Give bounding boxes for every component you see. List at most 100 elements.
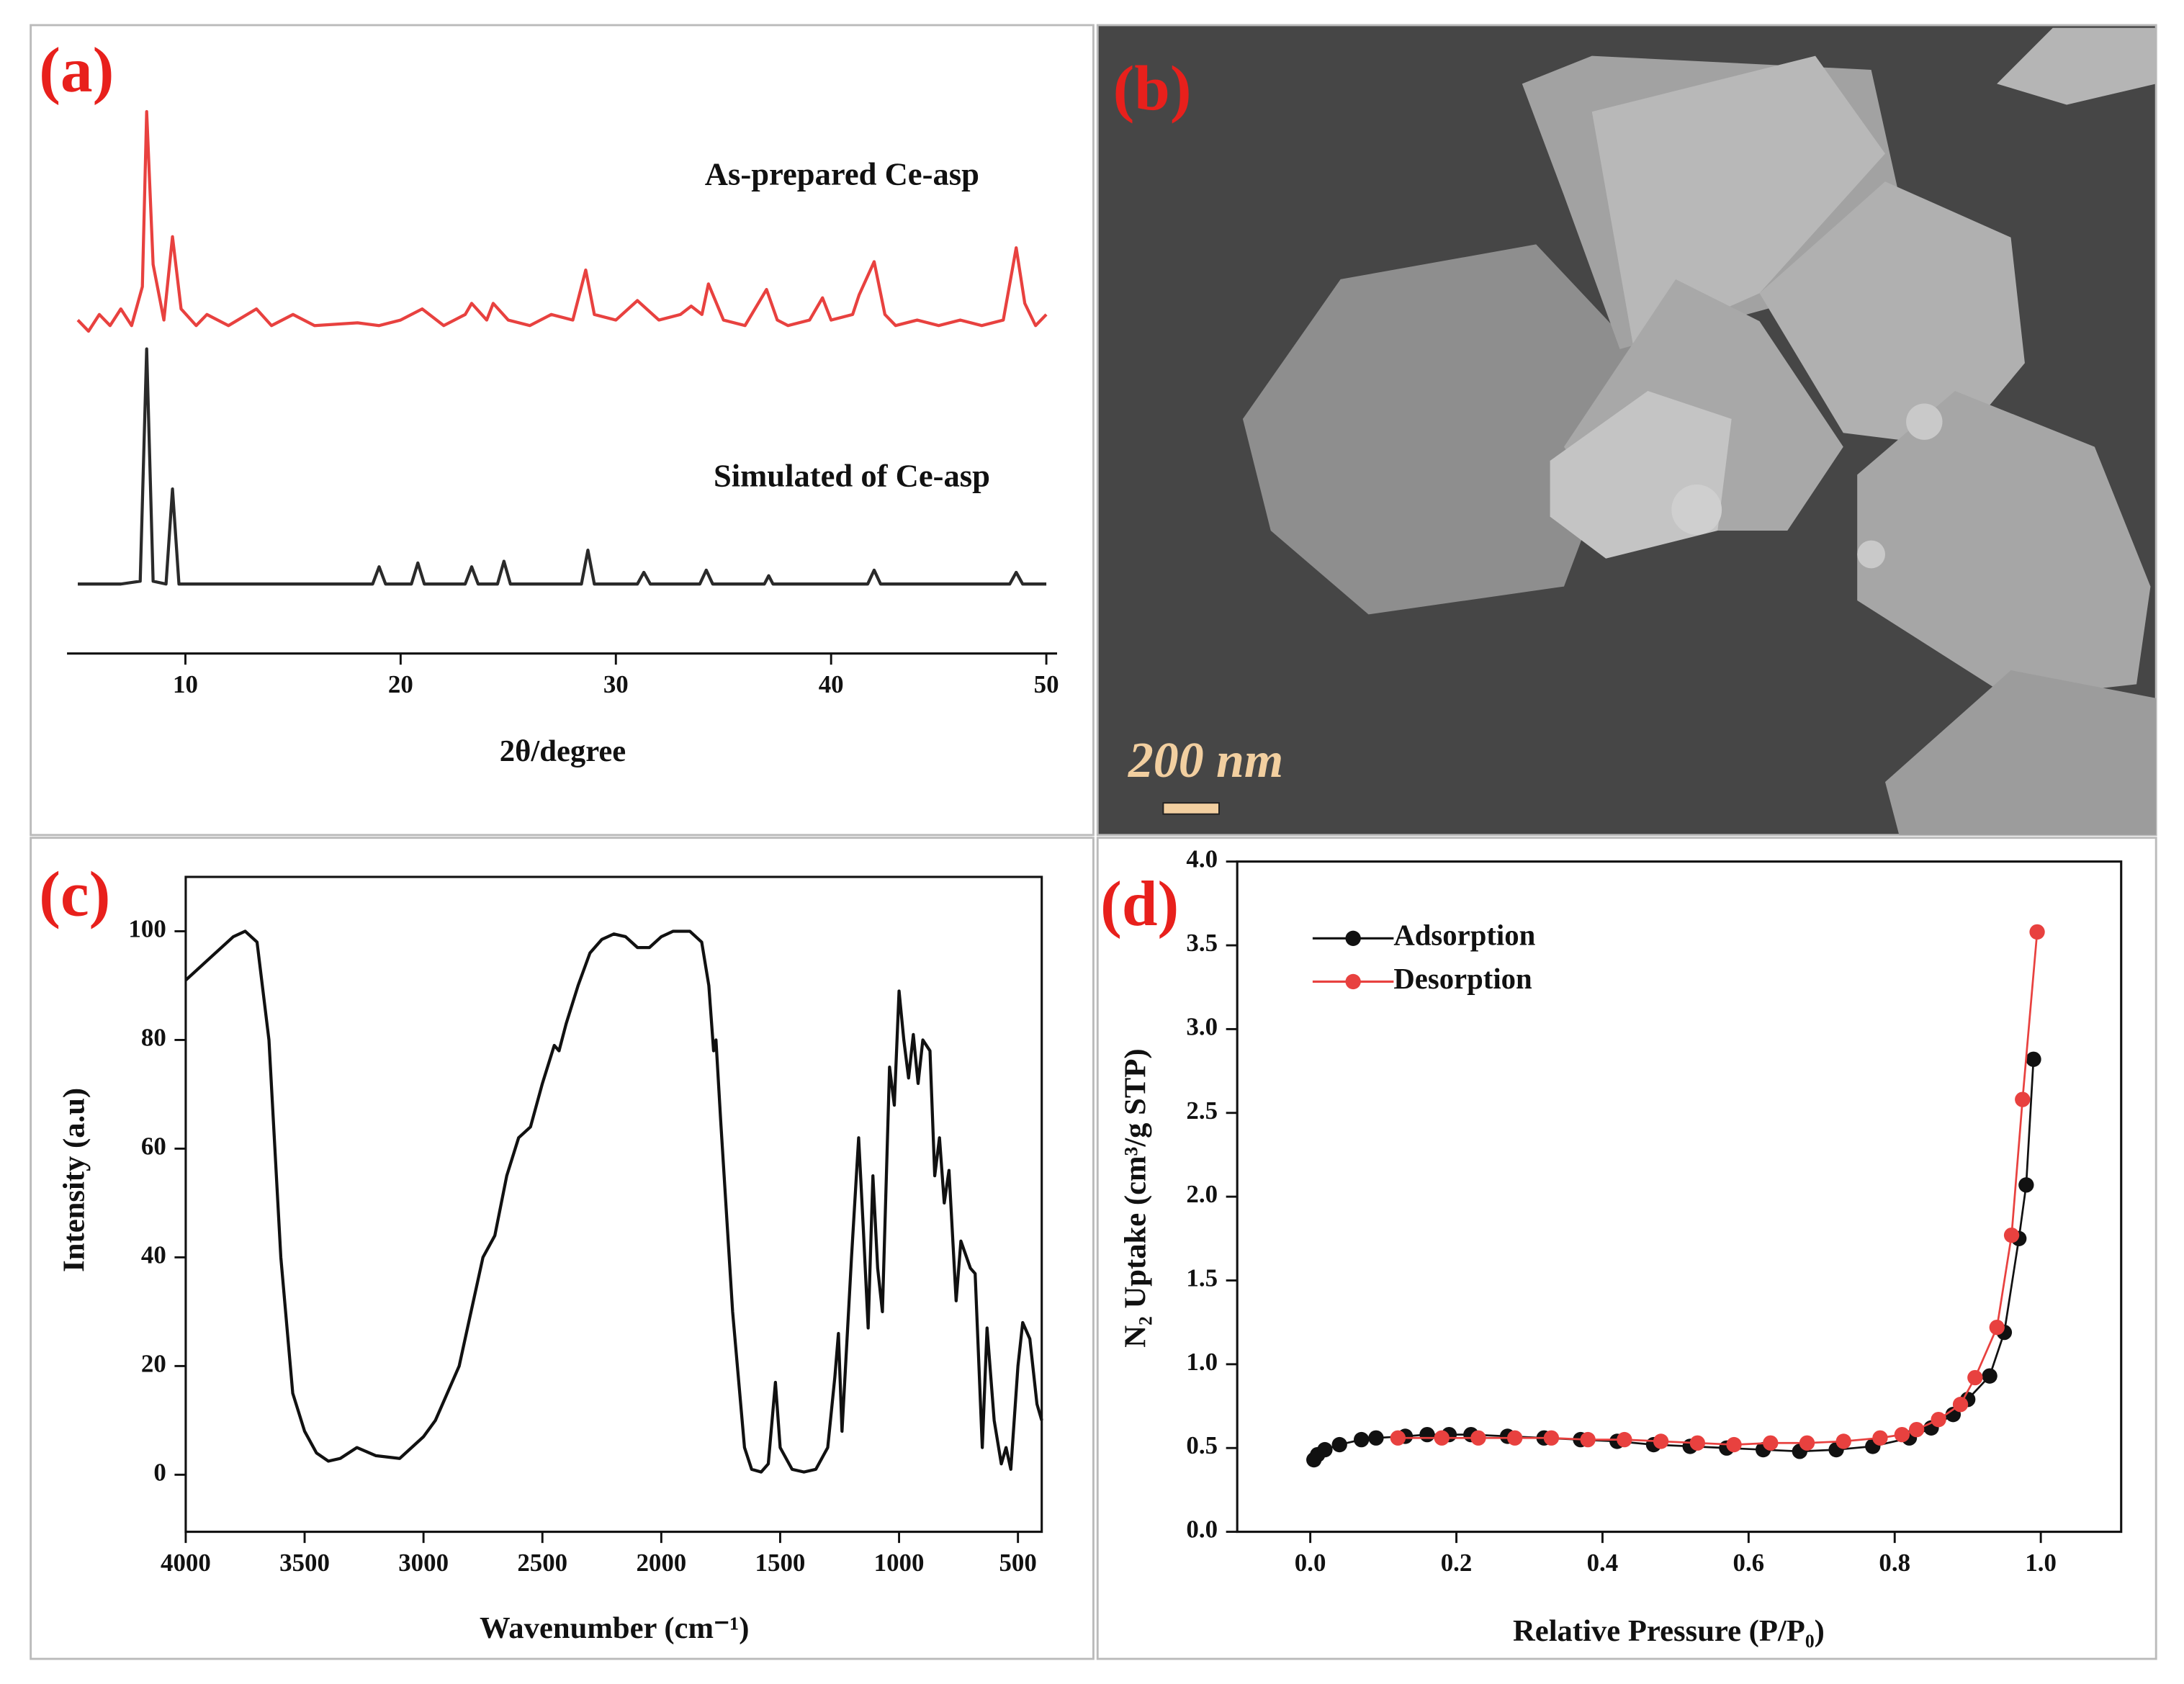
panel-label: (c) — [39, 859, 110, 929]
y-tick-label: 1.0 — [1186, 1348, 1218, 1376]
x-tick-label: 0.6 — [1733, 1549, 1765, 1577]
data-point — [2015, 1091, 2031, 1107]
y-tick-label: 20 — [141, 1349, 166, 1377]
y-tick-label: 2.5 — [1186, 1097, 1218, 1125]
series-line — [76, 109, 1048, 333]
x-tick-label: 3500 — [279, 1549, 330, 1577]
x-tick-label: 30 — [603, 670, 629, 698]
scale-bar — [1162, 802, 1220, 815]
x-tick-label: 50 — [1034, 670, 1059, 698]
y-tick-label: 3.0 — [1186, 1012, 1218, 1040]
data-point — [2026, 1051, 2041, 1067]
x-tick-label: 500 — [999, 1549, 1036, 1577]
data-point — [1952, 1397, 1969, 1413]
y-tick-label: 0 — [153, 1458, 166, 1486]
panel-label: (b) — [1113, 53, 1192, 124]
scale-bar-label: 200 nm — [1128, 733, 1283, 788]
x-axis-label: Relative Pressure (P/P₀) — [1513, 1614, 1825, 1648]
panel-c-box — [30, 837, 1095, 1660]
crystal — [1242, 244, 1648, 615]
data-point — [1470, 1430, 1486, 1446]
y-tick-label: 40 — [141, 1241, 166, 1269]
data-point — [1507, 1430, 1523, 1446]
data-point — [1982, 1368, 1997, 1384]
particle — [1906, 403, 1943, 440]
y-tick-label: 100 — [128, 914, 166, 942]
y-tick-label: 80 — [141, 1023, 166, 1051]
data-point — [2003, 1227, 2020, 1243]
panel-d-box — [1096, 837, 2157, 1660]
legend-marker — [1345, 930, 1361, 946]
y-axis-label: Intensity (a.u) — [57, 1088, 91, 1272]
data-point — [1419, 1426, 1435, 1443]
y-tick-label: 1.5 — [1186, 1264, 1218, 1292]
x-axis-label: 2θ/degree — [500, 734, 626, 768]
data-point — [1368, 1430, 1384, 1446]
data-point — [1331, 1436, 1347, 1453]
annotation: Simulated of Ce-asp — [714, 457, 990, 493]
data-point — [1434, 1430, 1450, 1446]
legend-marker — [1345, 973, 1361, 990]
data-point — [1317, 1441, 1333, 1458]
data-point — [1390, 1430, 1406, 1446]
x-tick-label: 40 — [819, 670, 844, 698]
x-tick-label: 1000 — [874, 1549, 925, 1577]
series-line — [184, 929, 1043, 1474]
x-tick-label: 20 — [388, 670, 413, 698]
y-axis-label: N₂ Uptake (cm³/g STP) — [1118, 1048, 1152, 1347]
data-point — [1835, 1433, 1851, 1449]
data-point — [1967, 1369, 1983, 1386]
plot-frame — [184, 875, 1043, 1534]
data-point — [1543, 1430, 1560, 1446]
y-tick-label: 0.0 — [1186, 1516, 1218, 1544]
data-point — [1653, 1433, 1669, 1449]
crystal — [1857, 391, 2151, 698]
legend-label: Adsorption — [1393, 919, 1535, 952]
x-tick-label: 4000 — [161, 1549, 211, 1577]
particle — [1671, 484, 1722, 535]
data-point — [1909, 1421, 1925, 1438]
panel-a-box — [30, 24, 1095, 837]
data-point — [1353, 1431, 1370, 1448]
series-line — [78, 347, 1047, 586]
annotation: As-prepared Ce-asp — [705, 156, 979, 192]
x-tick-label: 10 — [173, 670, 198, 698]
x-tick-label: 0.0 — [1295, 1549, 1326, 1577]
legend-label: Desorption — [1393, 963, 1532, 995]
y-tick-label: 0.5 — [1186, 1431, 1218, 1459]
crystal — [1884, 670, 2157, 835]
data-point — [1580, 1431, 1596, 1448]
x-tick-label: 3000 — [398, 1549, 449, 1577]
x-tick-label: 1.0 — [2025, 1549, 2057, 1577]
sem-image: 200 nm — [1096, 24, 2157, 837]
data-point — [2029, 924, 2045, 940]
particle — [1857, 540, 1885, 569]
crystal — [1759, 181, 2025, 447]
data-point — [1763, 1435, 1779, 1451]
x-tick-label: 1500 — [755, 1549, 806, 1577]
data-point — [1799, 1435, 1815, 1451]
crystal — [1997, 27, 2157, 105]
data-point — [2018, 1177, 2034, 1193]
y-tick-label: 4.0 — [1186, 845, 1218, 873]
panel-label: (d) — [1100, 869, 1179, 940]
data-point — [1617, 1431, 1632, 1448]
x-axis-label: Wavenumber (cm⁻¹) — [480, 1611, 750, 1645]
panel-label: (a) — [39, 35, 114, 106]
x-tick-label: 0.8 — [1879, 1549, 1910, 1577]
y-tick-label: 3.5 — [1186, 929, 1218, 957]
x-tick-label: 0.4 — [1587, 1549, 1619, 1577]
data-point — [1931, 1411, 1946, 1428]
y-tick-label: 2.0 — [1186, 1180, 1218, 1208]
y-tick-label: 60 — [141, 1132, 166, 1160]
data-point — [1872, 1430, 1888, 1446]
x-tick-label: 2500 — [517, 1549, 567, 1577]
data-point — [1726, 1436, 1742, 1453]
x-tick-label: 0.2 — [1441, 1549, 1473, 1577]
data-point — [1689, 1435, 1705, 1451]
crystal — [1591, 55, 1885, 349]
x-tick-label: 2000 — [636, 1549, 686, 1577]
data-point — [1989, 1319, 2005, 1336]
data-point — [1894, 1426, 1910, 1443]
